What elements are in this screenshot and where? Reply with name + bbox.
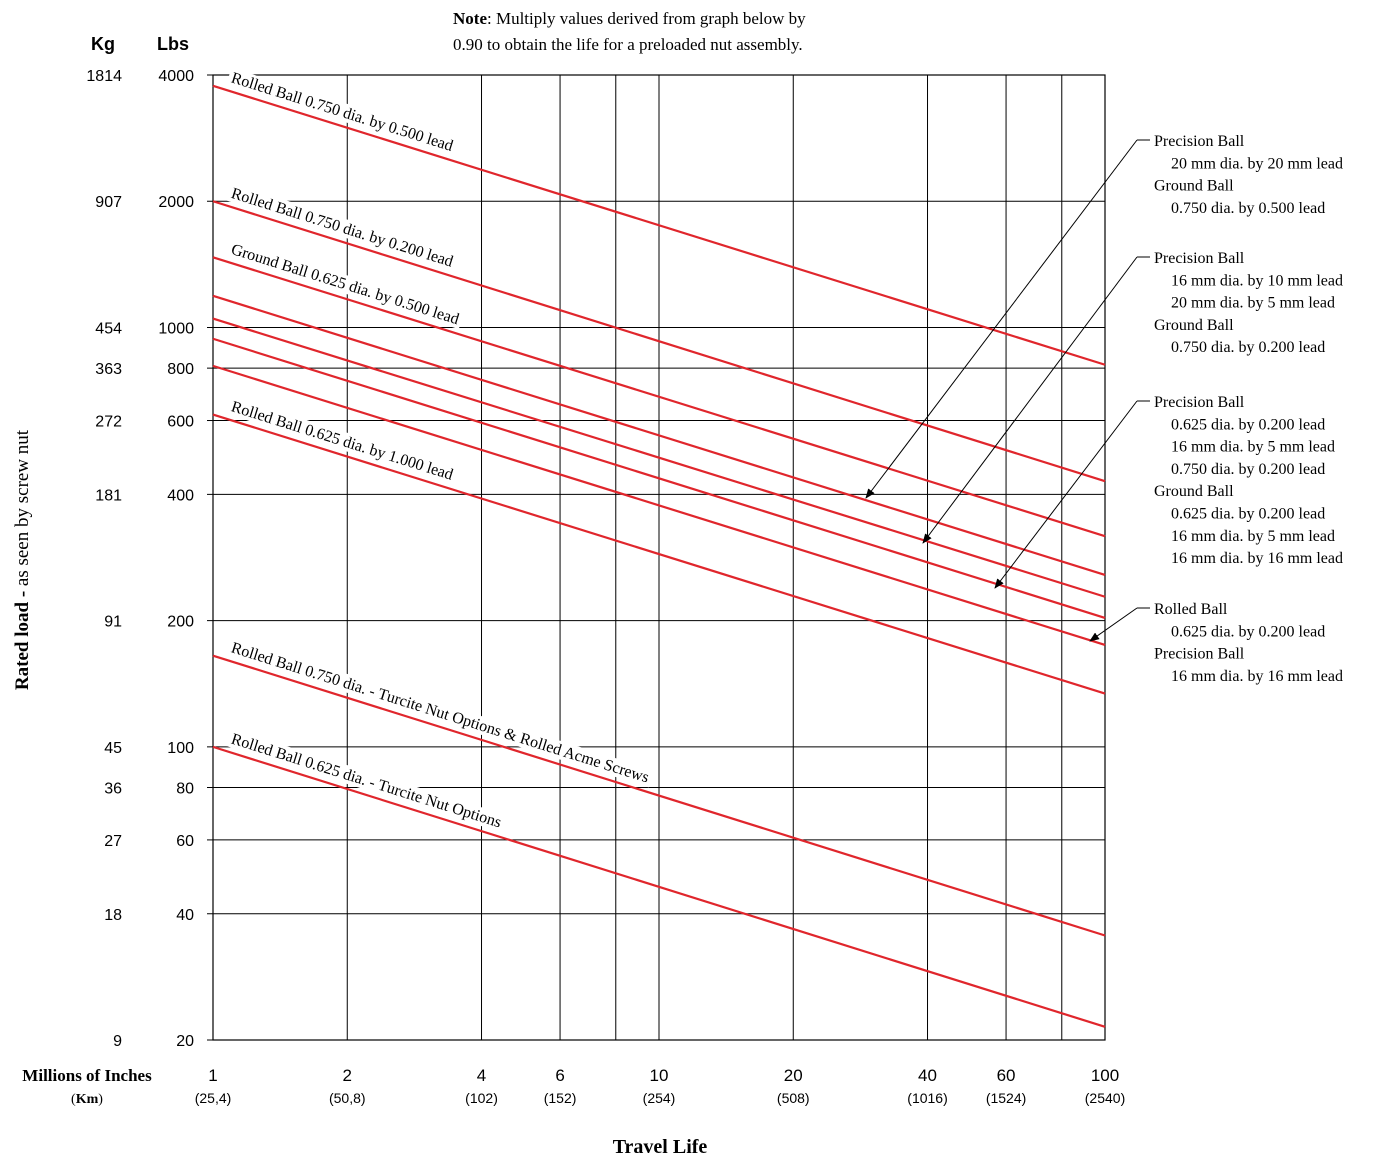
- x-tick-label: 2: [343, 1066, 352, 1085]
- series-line: [212, 200, 1106, 483]
- annotation-text: 0.750 dia. by 0.200 lead: [1171, 461, 1325, 478]
- y-tick-lbs-label: 60: [176, 833, 194, 850]
- annotation-text: Rolled Ball: [1154, 601, 1228, 618]
- annotation-text: 20 mm dia. by 20 mm lead: [1171, 155, 1343, 172]
- x-tick-label: 4: [477, 1066, 486, 1085]
- series-label-background: [226, 183, 459, 272]
- y-tick-lbs-label: 20: [176, 1033, 194, 1050]
- annotation-text: Ground Ball: [1154, 178, 1234, 195]
- y-tick-lbs-label: 2000: [158, 194, 194, 211]
- x-unit-km-label: (Km): [71, 1092, 103, 1107]
- y-tick-kg-label: 18: [104, 907, 122, 924]
- lbs-axis-header: Lbs: [157, 34, 189, 54]
- chart-note-line-1: Note: Multiply values derived from graph…: [453, 9, 806, 28]
- y-axis-title: Rated load - as seen by screw nut: [12, 429, 33, 690]
- series-line: [212, 654, 1106, 937]
- series-label: Rolled Ball 0.625 dia. - Turcite Nut Opt…: [229, 731, 503, 832]
- x-tick-label: 60: [997, 1066, 1016, 1085]
- y-tick-kg-label: 36: [104, 781, 122, 798]
- x-tick-km-label: (102): [465, 1090, 498, 1106]
- x-tick-labels: 1 (25,4) 2 (50,8) 4 (102) 6 (152) 10 (254) 20 (508)…: [195, 1066, 1126, 1106]
- x-tick-km-label: (50,8): [329, 1090, 366, 1106]
- x-tick-km-label: (25,4): [195, 1090, 232, 1106]
- x-tick-km-label: (508): [777, 1090, 810, 1106]
- series-line: [212, 745, 1106, 1028]
- x-tick-km-label: (152): [544, 1090, 577, 1106]
- y-tick-labels: 4000181420009071000454800363600272400181…: [86, 68, 194, 1050]
- y-tick-lbs-label: 600: [167, 414, 194, 431]
- annotation-text: Precision Ball: [1154, 394, 1245, 411]
- x-tick-km-label: (1524): [986, 1090, 1026, 1106]
- x-tick-km-label: (2540): [1085, 1090, 1125, 1106]
- series-line: [212, 294, 1106, 577]
- kg-axis-header: Kg: [91, 34, 115, 54]
- annotation-text: Precision Ball: [1154, 646, 1245, 663]
- x-unit-label: Millions of Inches: [22, 1066, 152, 1085]
- series-line: [212, 337, 1106, 619]
- y-tick-kg-label: 181: [95, 487, 122, 504]
- series-line: [212, 256, 1106, 538]
- series-label: Rolled Ball 0.625 dia. by 1.000 lead: [229, 398, 455, 483]
- annotation-text: 16 mm dia. by 16 mm lead: [1171, 668, 1343, 685]
- annotation-text: 20 mm dia. by 5 mm lead: [1171, 295, 1335, 312]
- grid-lines: [207, 74, 1106, 1041]
- series-label-background: [226, 67, 459, 156]
- series-label: Rolled Ball 0.750 dia. by 0.500 lead: [229, 70, 455, 155]
- x-tick-label: 6: [555, 1066, 564, 1085]
- x-tick-label: 1: [208, 1066, 217, 1085]
- annotation-text: 0.625 dia. by 0.200 lead: [1171, 506, 1325, 523]
- x-tick-label: 10: [650, 1066, 669, 1085]
- x-axis-title: Travel Life: [613, 1136, 708, 1158]
- annotation-text: Precision Ball: [1154, 133, 1245, 150]
- x-tick-km-label: (254): [643, 1090, 676, 1106]
- chart-note-line-2: 0.90 to obtain the life for a preloaded …: [453, 35, 803, 54]
- annotations: Precision Ball 20 mm dia. by 20 mm lead Gr…: [865, 133, 1343, 685]
- series-line: [212, 317, 1106, 598]
- x-tick-label: 40: [918, 1066, 937, 1085]
- y-tick-lbs-label: 4000: [158, 68, 194, 85]
- series-line: [212, 364, 1106, 646]
- series-line: [212, 413, 1106, 695]
- y-tick-kg-label: 907: [95, 194, 122, 211]
- annotation-arrow: [865, 139, 1138, 499]
- y-tick-kg-label: 363: [95, 361, 122, 378]
- annotation-text: 16 mm dia. by 5 mm lead: [1171, 528, 1335, 545]
- series-label-background: [226, 396, 459, 485]
- x-tick-label: 100: [1091, 1066, 1119, 1085]
- y-tick-kg-label: 45: [104, 740, 122, 757]
- annotation-text: Ground Ball: [1154, 317, 1234, 334]
- y-tick-lbs-label: 1000: [158, 320, 194, 337]
- y-tick-lbs-label: 80: [176, 781, 194, 798]
- annotation-text: 16 mm dia. by 10 mm lead: [1171, 272, 1343, 289]
- annotation-arrow: [922, 256, 1138, 544]
- series-label-background: [226, 728, 507, 833]
- x-tick-km-label: (1016): [907, 1090, 947, 1106]
- annotation-text: 0.625 dia. by 0.200 lead: [1171, 623, 1325, 640]
- y-tick-kg-label: 9: [113, 1033, 122, 1050]
- annotation-text: Precision Ball: [1154, 250, 1245, 267]
- y-tick-lbs-label: 40: [176, 907, 194, 924]
- y-tick-lbs-label: 100: [167, 740, 194, 757]
- series-label-background: [226, 239, 465, 330]
- annotation-text: 0.750 dia. by 0.500 lead: [1171, 200, 1325, 217]
- y-tick-kg-label: 1814: [86, 68, 122, 85]
- y-tick-kg-label: 272: [95, 414, 122, 431]
- annotation-text: 0.750 dia. by 0.200 lead: [1171, 339, 1325, 356]
- annotation-arrow: [994, 400, 1138, 589]
- annotation-text: 0.625 dia. by 0.200 lead: [1171, 416, 1325, 433]
- annotation-text: 16 mm dia. by 5 mm lead: [1171, 439, 1335, 456]
- y-tick-lbs-label: 800: [167, 361, 194, 378]
- y-tick-kg-label: 91: [104, 614, 122, 631]
- annotation-text: Ground Ball: [1154, 483, 1234, 500]
- x-tick-label: 20: [784, 1066, 803, 1085]
- series-line: [212, 84, 1106, 366]
- y-tick-lbs-label: 400: [167, 487, 194, 504]
- series-label-background: [226, 637, 655, 788]
- annotation-text: 16 mm dia. by 16 mm lead: [1171, 550, 1343, 567]
- y-tick-lbs-label: 200: [167, 614, 194, 631]
- annotation-arrow: [1089, 607, 1138, 642]
- y-tick-kg-label: 27: [104, 833, 122, 850]
- y-tick-kg-label: 454: [95, 320, 122, 337]
